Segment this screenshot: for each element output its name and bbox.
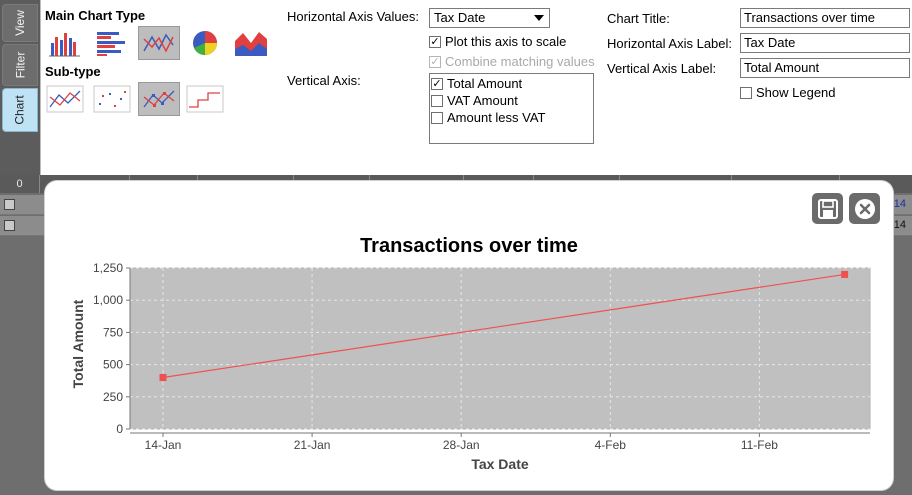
y-tick-label: 500 xyxy=(103,358,123,372)
checkbox-checked-icon: ✓ xyxy=(429,35,441,48)
series-layer xyxy=(159,270,849,381)
y-ticks: 0 250 500 750 1,000 1,250 xyxy=(93,261,130,436)
step-subtype-button[interactable] xyxy=(184,82,226,116)
vertical-axis-item-label: Amount less VAT xyxy=(447,110,546,125)
vertical-axis-vat-amount[interactable]: VAT Amount xyxy=(431,93,518,108)
row-cell-tail: 14 xyxy=(893,198,906,210)
x-tick-label: 4-Feb xyxy=(595,438,627,452)
horizontal-axis-values-label: Horizontal Axis Values: xyxy=(287,9,419,24)
y-tick-label: 1,250 xyxy=(93,261,123,275)
horizontal-axis-select[interactable]: Tax Date xyxy=(429,8,550,28)
close-icon xyxy=(854,198,875,219)
x-tick-label: 11-Feb xyxy=(741,438,778,452)
vertical-axis-amount-less-vat[interactable]: Amount less VAT xyxy=(431,110,546,125)
x-tick-label: 21-Jan xyxy=(294,438,331,452)
main-chart-type-label: Main Chart Type xyxy=(45,8,146,23)
checkbox-checked-icon: ✓ xyxy=(429,55,441,68)
line-marker-subtype-button[interactable] xyxy=(138,82,180,116)
tab-chart-label: Chart xyxy=(13,95,27,125)
y-tick-label: 250 xyxy=(103,390,123,404)
scatter-subtype-icon xyxy=(93,85,131,113)
y-axis-title: Total Amount xyxy=(70,299,86,389)
close-chart-button[interactable] xyxy=(849,193,880,224)
x-axis-title: Tax Date xyxy=(471,456,529,472)
checkbox-unchecked-icon xyxy=(740,86,752,99)
sub-type-label: Sub-type xyxy=(45,64,101,79)
row-checkbox[interactable] xyxy=(4,220,15,231)
side-tabs: View Filter Chart xyxy=(0,0,40,175)
data-point xyxy=(841,270,849,278)
save-chart-button[interactable] xyxy=(812,193,843,224)
step-subtype-icon xyxy=(186,85,224,113)
chart-title-label: Chart Title: xyxy=(607,11,670,26)
vertical-axis-total-amount[interactable]: ✓ Total Amount xyxy=(431,76,522,91)
pie-chart-icon xyxy=(193,31,217,56)
horizontal-axis-label-label: Horizontal Axis Label: xyxy=(607,36,733,51)
y-tick-label: 750 xyxy=(103,325,123,339)
scatter-subtype-button[interactable] xyxy=(91,82,133,116)
tab-view-label: View xyxy=(12,10,27,36)
combine-matching-label: Combine matching values xyxy=(445,54,595,69)
y-tick-label: 1,000 xyxy=(93,293,123,307)
chart-dialog: Transactions over time 0 250 500 750 1,000 1,… xyxy=(45,181,893,490)
chart-title: Transactions over time xyxy=(360,235,578,257)
plot-area xyxy=(129,267,871,430)
row-cell-tail: 14 xyxy=(893,219,906,231)
horizontal-axis-label-input[interactable]: Tax Date xyxy=(740,33,910,53)
vertical-axis-item-label: Total Amount xyxy=(447,76,523,91)
tab-chart[interactable]: Chart xyxy=(2,88,38,132)
checkbox-unchecked-icon xyxy=(431,111,443,124)
vertical-axis-item-label: VAT Amount xyxy=(447,93,518,108)
series-line xyxy=(162,273,845,379)
horizontal-bar-chart-type-button[interactable] xyxy=(91,26,133,60)
pie-chart-type-button[interactable] xyxy=(184,26,226,60)
checkbox-checked-icon: ✓ xyxy=(431,77,443,90)
vertical-axis-label: Vertical Axis: xyxy=(287,73,361,88)
area-chart-icon xyxy=(235,32,267,56)
vertical-axis-list: ✓ Total Amount VAT Amount Amount less VA… xyxy=(429,73,594,144)
table-header-index: 0 xyxy=(0,175,40,193)
checkbox-unchecked-icon xyxy=(431,94,443,107)
y-tick-label: 0 xyxy=(116,422,123,436)
vertical-axis-label-label: Vertical Axis Label: xyxy=(607,61,717,76)
vertical-axis-label-input[interactable]: Total Amount xyxy=(740,58,910,78)
plot-to-scale-checkbox[interactable]: ✓ Plot this axis to scale xyxy=(429,34,566,49)
line-chart: 0 250 500 750 1,000 1,250 14-Jan 21-Jan 28-Jan 4… xyxy=(93,261,871,452)
save-icon xyxy=(817,198,838,219)
bar-chart-icon xyxy=(49,33,80,57)
bar-chart-type-button[interactable] xyxy=(44,26,86,60)
line-chart-icon xyxy=(143,33,174,53)
horizontal-bar-chart-icon xyxy=(97,32,125,56)
line-subtype-button[interactable] xyxy=(44,82,86,116)
horizontal-axis-select-value: Tax Date xyxy=(434,10,486,25)
show-legend-label: Show Legend xyxy=(756,85,836,100)
x-tick-label: 14-Jan xyxy=(145,438,182,452)
tab-filter[interactable]: Filter xyxy=(2,44,38,86)
tab-view[interactable]: View xyxy=(2,4,38,42)
grid-lines xyxy=(130,267,870,430)
chart-title-input[interactable]: Transactions over time xyxy=(740,8,910,28)
chevron-down-icon xyxy=(534,15,544,21)
x-tick-label: 28-Jan xyxy=(443,438,480,452)
line-marker-subtype-icon xyxy=(143,90,175,108)
show-legend-checkbox[interactable]: Show Legend xyxy=(740,85,836,100)
combine-matching-checkbox[interactable]: ✓ Combine matching values xyxy=(429,54,595,69)
row-checkbox[interactable] xyxy=(4,199,15,210)
plot-to-scale-label: Plot this axis to scale xyxy=(445,34,567,49)
x-ticks: 14-Jan 21-Jan 28-Jan 4-Feb 11-Feb xyxy=(145,433,778,452)
data-point xyxy=(159,373,167,381)
line-chart-type-button[interactable] xyxy=(138,26,180,60)
chart-settings-panel: Main Chart Type xyxy=(40,0,912,175)
tab-filter-label: Filter xyxy=(12,51,27,79)
line-subtype-icon xyxy=(46,85,84,113)
area-chart-type-button[interactable] xyxy=(230,26,272,60)
